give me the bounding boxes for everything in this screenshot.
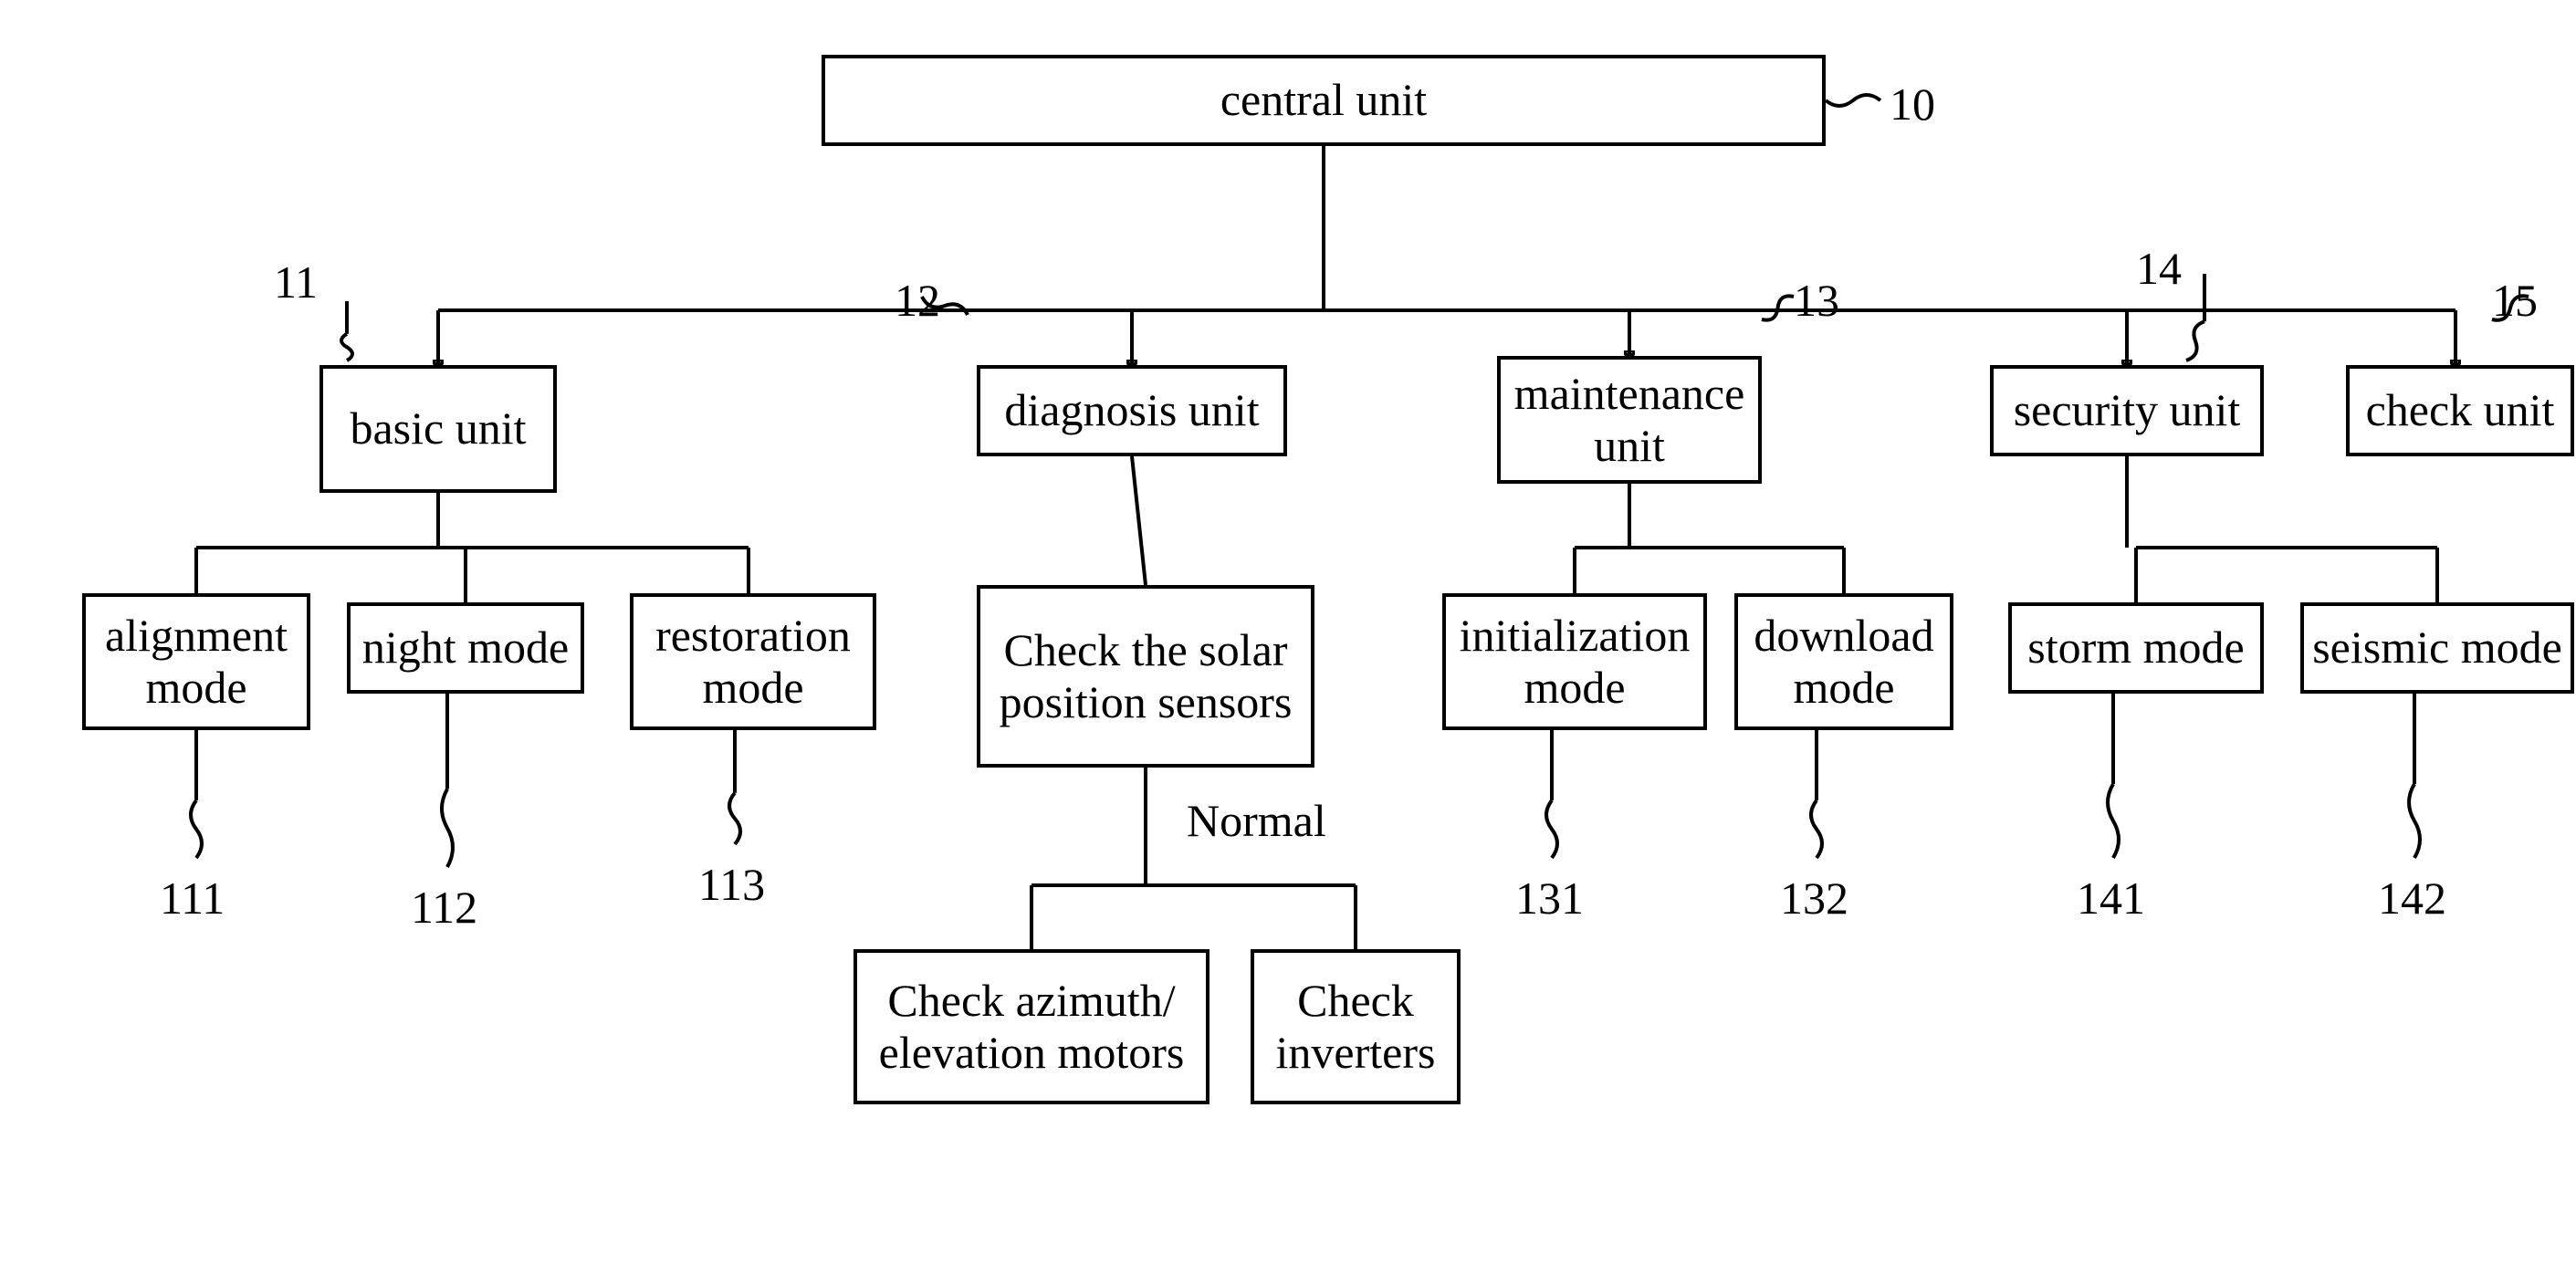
node-night-label: night mode <box>362 622 569 674</box>
node-alignment-label: alignment mode <box>86 610 307 715</box>
node-security-number: 14 <box>2136 242 2182 295</box>
node-check_inverters: Check inverters <box>1251 949 1461 1104</box>
node-security: security unit <box>1990 365 2264 456</box>
node-diagnosis-number: 12 <box>895 274 940 327</box>
node-restoration-number: 113 <box>698 858 765 911</box>
node-check: check unit <box>2346 365 2574 456</box>
node-check-label: check unit <box>2366 384 2555 437</box>
node-init-number: 131 <box>1515 872 1584 925</box>
node-download-number: 132 <box>1780 872 1848 925</box>
node-check_inverters-label: Check inverters <box>1254 975 1457 1080</box>
node-central-label: central unit <box>1220 74 1427 127</box>
node-maintenance-number: 13 <box>1794 274 1839 327</box>
node-init-label: initialization mode <box>1446 610 1703 715</box>
node-night-number: 112 <box>411 881 477 934</box>
node-seismic-number: 142 <box>2378 872 2446 925</box>
node-storm-label: storm mode <box>2027 622 2244 674</box>
node-central: central unit <box>822 55 1826 146</box>
node-diagnosis: diagnosis unit <box>977 365 1287 456</box>
node-security-label: security unit <box>2014 384 2241 437</box>
node-check_motors: Check azimuth/ elevation motors <box>853 949 1209 1104</box>
node-maintenance-label: maintenance unit <box>1501 368 1758 473</box>
node-diagnosis-label: diagnosis unit <box>1004 384 1259 437</box>
node-basic-label: basic unit <box>350 402 526 455</box>
node-storm-number: 141 <box>2077 872 2145 925</box>
node-check_motors-label: Check azimuth/ elevation motors <box>857 975 1206 1080</box>
node-seismic-label: seismic mode <box>2312 622 2562 674</box>
node-check_solar-label: Check the solar position sensors <box>980 624 1311 729</box>
node-storm: storm mode <box>2008 602 2264 694</box>
node-restoration-label: restoration mode <box>634 610 873 715</box>
node-check-number: 15 <box>2492 274 2538 327</box>
node-central-number: 10 <box>1890 78 1935 131</box>
node-maintenance: maintenance unit <box>1497 356 1762 484</box>
node-alignment: alignment mode <box>82 593 310 730</box>
node-alignment-number: 111 <box>160 872 225 925</box>
edge-label-normal: Normal <box>1187 794 1326 847</box>
node-seismic: seismic mode <box>2300 602 2574 694</box>
node-check_solar: Check the solar position sensors <box>977 585 1314 768</box>
node-download-label: download mode <box>1738 610 1950 715</box>
node-night: night mode <box>347 602 584 694</box>
node-basic-number: 11 <box>274 256 318 308</box>
node-init: initialization mode <box>1442 593 1707 730</box>
node-download: download mode <box>1734 593 1953 730</box>
node-basic: basic unit <box>319 365 557 493</box>
node-restoration: restoration mode <box>630 593 876 730</box>
